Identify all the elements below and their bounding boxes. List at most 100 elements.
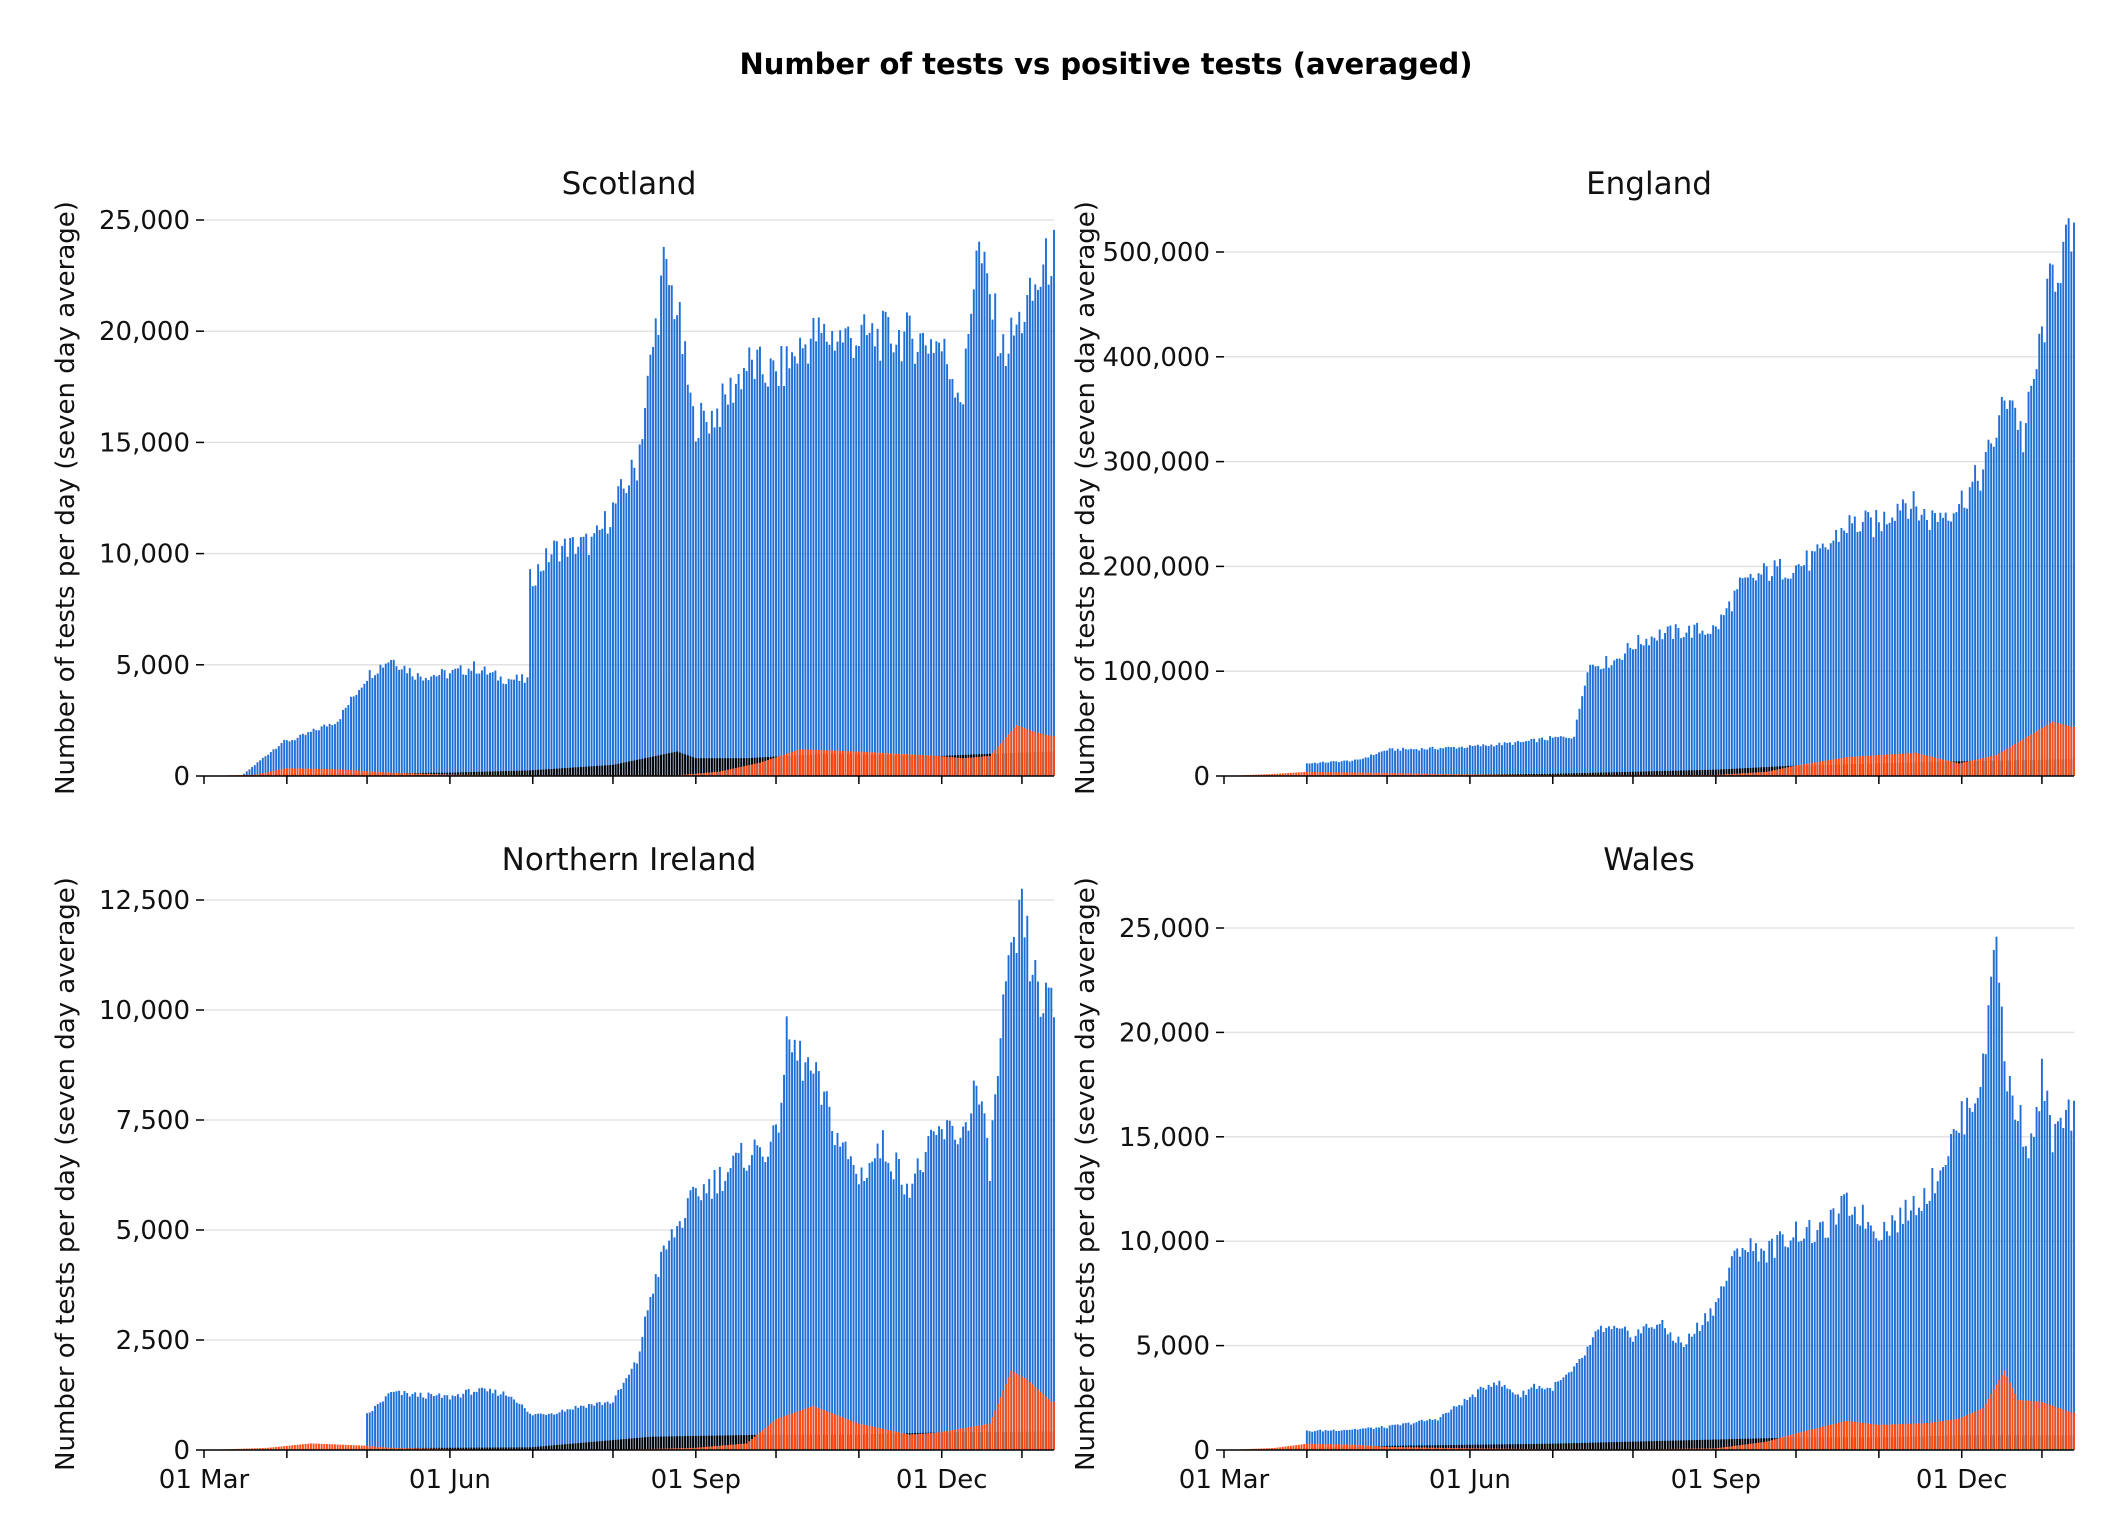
positive-bar: [1474, 1448, 1477, 1450]
tests-bar: [1607, 1326, 1610, 1450]
positive-bar: [1319, 1444, 1322, 1450]
tests-bar: [1050, 276, 1053, 776]
positive-bar: [1345, 1444, 1348, 1450]
tests-bar: [363, 683, 366, 776]
tests-bar: [1952, 513, 1955, 776]
positive-bar: [1447, 1447, 1450, 1450]
tests-bar: [1752, 1251, 1755, 1450]
tests-bar: [684, 1217, 687, 1450]
tests-bar: [1623, 653, 1626, 776]
tests-bar: [1738, 1256, 1741, 1450]
band-bar: [1672, 770, 1675, 776]
positive-bar: [2027, 1400, 2030, 1450]
tests-bar: [1979, 490, 1982, 776]
band-bar: [1661, 1440, 1664, 1450]
tests-bar: [1859, 531, 1862, 776]
tests-bar: [1792, 573, 1795, 776]
tests-bar: [1415, 1422, 1418, 1450]
y-axis-label: Number of tests per day (seven day avera…: [1071, 877, 1101, 1471]
band-bar: [716, 1435, 719, 1450]
positive-bar: [793, 1412, 796, 1450]
tests-bar: [542, 570, 545, 776]
tests-bar: [1784, 1246, 1787, 1450]
positive-bar: [742, 766, 745, 776]
tests-bar: [443, 670, 446, 776]
band-bar: [1559, 773, 1562, 776]
tests-bar: [1319, 1429, 1322, 1450]
tests-bar: [1396, 748, 1399, 776]
tests-bar: [636, 1363, 638, 1450]
tests-bar: [689, 392, 692, 776]
band-bar: [1733, 768, 1736, 776]
tests-bar: [823, 1091, 826, 1450]
positive-bar: [1738, 773, 1741, 776]
positive-bar: [1843, 757, 1846, 776]
positive-bar: [392, 772, 395, 776]
positive-bar: [269, 1447, 272, 1450]
tests-bar: [1926, 1203, 1928, 1450]
tests-bar: [879, 360, 882, 776]
positive-bar: [384, 1447, 387, 1450]
band-bar: [633, 1438, 636, 1450]
band-bar: [673, 752, 676, 776]
tests-bar: [550, 554, 553, 776]
positive-bar: [253, 1448, 256, 1450]
tests-bar: [2038, 333, 2041, 776]
tests-bar: [1450, 747, 1453, 776]
tests-bar: [1880, 531, 1883, 776]
tests-bar: [724, 1180, 727, 1450]
tests-bar: [1621, 659, 1624, 776]
positive-bar: [264, 772, 267, 776]
band-bar: [689, 1436, 692, 1450]
tests-bar: [1992, 950, 1995, 1450]
tests-bar: [857, 1184, 860, 1450]
positive-bar: [815, 1407, 818, 1450]
tests-bar: [1386, 750, 1389, 776]
tests-bar: [342, 709, 344, 776]
tests-bar: [991, 1120, 994, 1450]
tests-bar: [1487, 745, 1490, 776]
band-bar: [1637, 771, 1640, 776]
tests-bar: [1950, 1134, 1953, 1450]
positive-bar: [820, 750, 823, 776]
tests-bar: [1450, 1409, 1453, 1450]
positive-bar: [900, 753, 903, 776]
tests-bar: [416, 1396, 419, 1450]
positive-bar: [1891, 754, 1894, 776]
tests-bar: [1693, 624, 1696, 776]
positive-bar: [1023, 728, 1026, 776]
band-bar: [1623, 1441, 1626, 1450]
tests-bar: [1762, 1250, 1765, 1450]
tests-bar: [1698, 1331, 1701, 1450]
tests-bar: [1955, 1130, 1958, 1450]
tests-bar: [1824, 547, 1827, 776]
band-bar: [1696, 1440, 1699, 1450]
tests-bar: [1837, 1213, 1840, 1450]
tests-bar: [1789, 1240, 1792, 1450]
positive-bar: [1974, 1411, 1977, 1450]
tests-bar: [513, 679, 516, 776]
tests-bar: [1354, 1428, 1356, 1450]
tests-bar: [2048, 1114, 2051, 1450]
tests-bar: [769, 358, 772, 776]
positive-bar: [1770, 770, 1773, 776]
tests-bar: [686, 1198, 689, 1450]
positive-bar: [1885, 1424, 1888, 1450]
tests-bar: [1364, 757, 1367, 776]
tests-bar: [494, 1389, 497, 1450]
tests-bar: [1316, 763, 1319, 776]
positive-bar: [1045, 1396, 1047, 1450]
positive-bar: [759, 762, 761, 776]
tests-bar: [1966, 1097, 1969, 1450]
positive-bar: [427, 773, 430, 776]
tests-bar: [569, 1409, 572, 1450]
band-bar: [507, 771, 510, 776]
band-bar: [1666, 770, 1669, 776]
tests-bar: [1909, 1210, 1912, 1450]
positive-bar: [855, 1422, 858, 1450]
tests-bar: [785, 1016, 788, 1450]
positive-bar: [344, 1444, 347, 1450]
tests-bar: [1800, 1240, 1803, 1450]
band-bar: [473, 771, 475, 776]
tests-bar: [900, 361, 903, 776]
